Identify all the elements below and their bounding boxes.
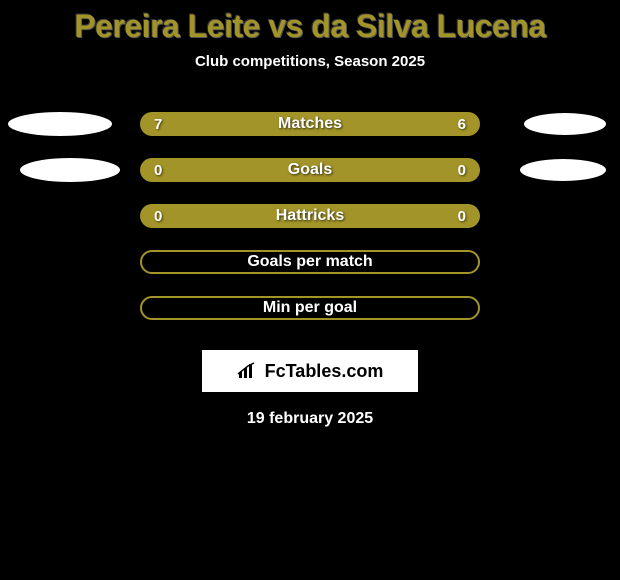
subtitle: Club competitions, Season 2025: [0, 53, 620, 70]
bar-chart-icon: [237, 362, 259, 380]
stat-label: Goals per match: [176, 253, 444, 271]
stat-label: Goals: [174, 161, 446, 179]
stats-container: 7 Matches 6 0 Goals 0 0 Hattricks 0 Goal…: [0, 112, 620, 342]
stat-row-goals: 0 Goals 0: [0, 158, 620, 204]
logo-text: FcTables.com: [265, 361, 384, 382]
stat-row-hattricks: 0 Hattricks 0: [0, 204, 620, 250]
stat-value-right: 6: [446, 116, 466, 133]
stat-value-left: 7: [154, 116, 174, 133]
stat-value-left: 0: [154, 208, 174, 225]
stat-bar: Min per goal: [140, 296, 480, 320]
player-left-oval: [20, 158, 120, 182]
stat-bar: 0 Hattricks 0: [140, 204, 480, 228]
stat-row-goals-per-match: Goals per match: [0, 250, 620, 296]
stat-row-matches: 7 Matches 6: [0, 112, 620, 158]
stat-row-min-per-goal: Min per goal: [0, 296, 620, 342]
stat-bar: 0 Goals 0: [140, 158, 480, 182]
player-right-oval: [520, 159, 606, 181]
stat-label: Min per goal: [176, 299, 444, 317]
stat-bar: Goals per match: [140, 250, 480, 274]
stat-value-right: 0: [446, 162, 466, 179]
logo-box: FcTables.com: [202, 350, 418, 392]
stat-value-left: 0: [154, 162, 174, 179]
logo-inner: FcTables.com: [204, 352, 416, 390]
page-title: Pereira Leite vs da Silva Lucena: [0, 0, 620, 45]
stat-label: Hattricks: [174, 207, 446, 225]
stat-label: Matches: [174, 115, 446, 133]
stat-value-right: 0: [446, 208, 466, 225]
player-left-oval: [8, 112, 112, 136]
stat-bar: 7 Matches 6: [140, 112, 480, 136]
player-right-oval: [524, 113, 606, 135]
date-text: 19 february 2025: [0, 410, 620, 428]
